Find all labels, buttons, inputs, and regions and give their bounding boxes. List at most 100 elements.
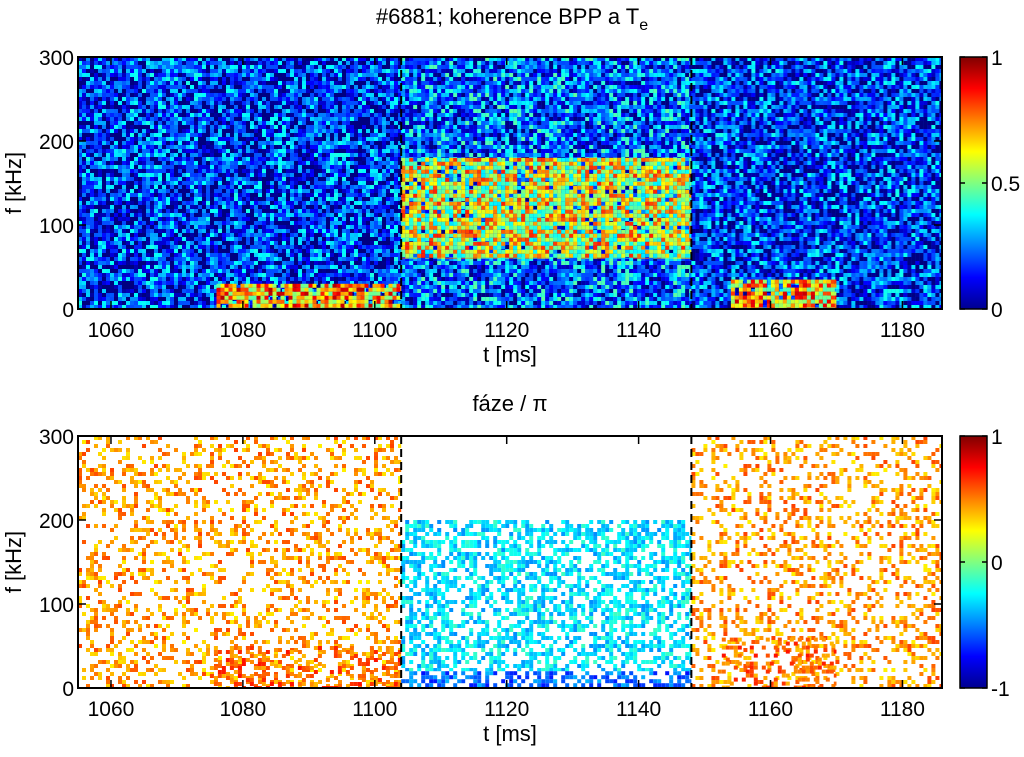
heatmap-cell bbox=[198, 229, 202, 233]
heatmap-cell bbox=[386, 277, 390, 281]
heatmap-cell bbox=[194, 89, 198, 93]
heatmap-cell bbox=[358, 209, 362, 213]
heatmap-cell bbox=[274, 93, 278, 97]
heatmap-cell bbox=[142, 233, 146, 237]
heatmap-cell bbox=[270, 133, 274, 137]
heatmap-cell bbox=[310, 141, 314, 145]
heatmap-cell bbox=[198, 225, 202, 229]
heatmap-cell bbox=[94, 161, 98, 165]
heatmap-cell bbox=[142, 157, 146, 161]
heatmap-cell bbox=[90, 65, 94, 69]
heatmap-cell bbox=[242, 281, 246, 285]
heatmap-cell bbox=[306, 89, 310, 93]
heatmap-cell bbox=[122, 161, 126, 165]
heatmap-cell bbox=[126, 193, 130, 197]
heatmap-cell bbox=[326, 153, 330, 157]
heatmap-cell bbox=[122, 73, 126, 77]
heatmap-cell bbox=[206, 209, 210, 213]
heatmap-cell bbox=[310, 69, 314, 73]
heatmap-cell bbox=[294, 153, 298, 157]
heatmap-cell bbox=[222, 141, 226, 145]
heatmap-cell bbox=[394, 221, 398, 225]
heatmap-cell bbox=[202, 265, 206, 269]
heatmap-cell bbox=[290, 217, 294, 221]
heatmap-cell bbox=[250, 177, 254, 181]
heatmap-cell bbox=[78, 305, 82, 309]
heatmap-cell bbox=[322, 249, 326, 253]
heatmap-cell bbox=[162, 113, 166, 117]
heatmap-cell bbox=[190, 241, 194, 245]
heatmap-cell bbox=[82, 285, 86, 289]
heatmap-cell bbox=[130, 185, 134, 189]
heatmap-cell bbox=[294, 229, 298, 233]
heatmap-cell bbox=[178, 293, 182, 297]
heatmap-cell bbox=[258, 257, 262, 261]
heatmap-cell bbox=[346, 173, 350, 177]
heatmap-cell bbox=[234, 173, 238, 177]
heatmap-cell bbox=[290, 273, 294, 277]
heatmap-cell bbox=[266, 265, 270, 269]
heatmap-cell bbox=[242, 221, 246, 225]
heatmap-cell bbox=[330, 137, 334, 141]
heatmap-cell bbox=[274, 117, 278, 121]
heatmap-cell bbox=[98, 237, 102, 241]
heatmap-cell bbox=[118, 257, 122, 261]
heatmap-cell bbox=[358, 157, 362, 161]
heatmap-cell bbox=[370, 73, 374, 77]
heatmap-cell bbox=[346, 209, 350, 213]
heatmap-cell bbox=[270, 225, 274, 229]
heatmap-cell bbox=[158, 285, 162, 289]
heatmap-cell bbox=[118, 221, 122, 225]
heatmap-cell bbox=[166, 109, 170, 113]
heatmap-cell bbox=[178, 89, 182, 93]
heatmap-cell bbox=[166, 77, 170, 81]
heatmap-cell bbox=[366, 101, 370, 105]
heatmap-cell bbox=[122, 65, 126, 69]
heatmap-cell bbox=[102, 157, 106, 161]
heatmap-cell bbox=[154, 205, 158, 209]
heatmap-cell bbox=[310, 157, 314, 161]
heatmap-cell bbox=[114, 269, 118, 273]
heatmap-cell bbox=[274, 213, 278, 217]
heatmap-cell bbox=[374, 181, 378, 185]
heatmap-cell bbox=[310, 245, 314, 249]
heatmap-cell bbox=[142, 229, 146, 233]
heatmap-cell bbox=[150, 281, 154, 285]
heatmap-cell bbox=[126, 229, 130, 233]
heatmap-cell bbox=[314, 201, 318, 205]
heatmap-cell bbox=[362, 161, 366, 165]
heatmap-cell bbox=[278, 57, 282, 61]
heatmap-cell bbox=[298, 73, 302, 77]
heatmap-cell bbox=[374, 113, 378, 117]
heatmap-cell bbox=[110, 141, 114, 145]
heatmap-cell bbox=[270, 153, 274, 157]
heatmap-cell bbox=[270, 105, 274, 109]
heatmap-cell bbox=[302, 209, 306, 213]
heatmap-cell bbox=[258, 193, 262, 197]
heatmap-cell bbox=[206, 289, 210, 293]
heatmap-cell bbox=[82, 69, 86, 73]
heatmap-cell bbox=[134, 117, 138, 121]
heatmap-cell bbox=[126, 117, 130, 121]
heatmap-cell bbox=[206, 137, 210, 141]
heatmap-cell bbox=[390, 113, 394, 117]
heatmap-cell bbox=[94, 241, 98, 245]
heatmap-cell bbox=[142, 201, 146, 205]
heatmap-cell bbox=[86, 153, 90, 157]
heatmap-cell bbox=[314, 113, 318, 117]
heatmap-cell bbox=[390, 93, 394, 97]
heatmap-cell bbox=[417, 265, 422, 269]
heatmap-cell bbox=[174, 97, 178, 101]
heatmap-cell bbox=[178, 237, 182, 241]
heatmap-cell bbox=[198, 197, 202, 201]
heatmap-cell bbox=[210, 65, 214, 69]
heatmap-cell bbox=[306, 185, 310, 189]
heatmap-cell bbox=[258, 225, 262, 229]
heatmap-cell bbox=[398, 177, 402, 181]
heatmap-cell bbox=[86, 293, 90, 297]
heatmap-cell bbox=[234, 69, 238, 73]
heatmap-cell bbox=[86, 129, 90, 133]
heatmap-cell bbox=[266, 149, 270, 153]
heatmap-cell bbox=[150, 297, 154, 301]
heatmap-cell bbox=[294, 117, 298, 121]
